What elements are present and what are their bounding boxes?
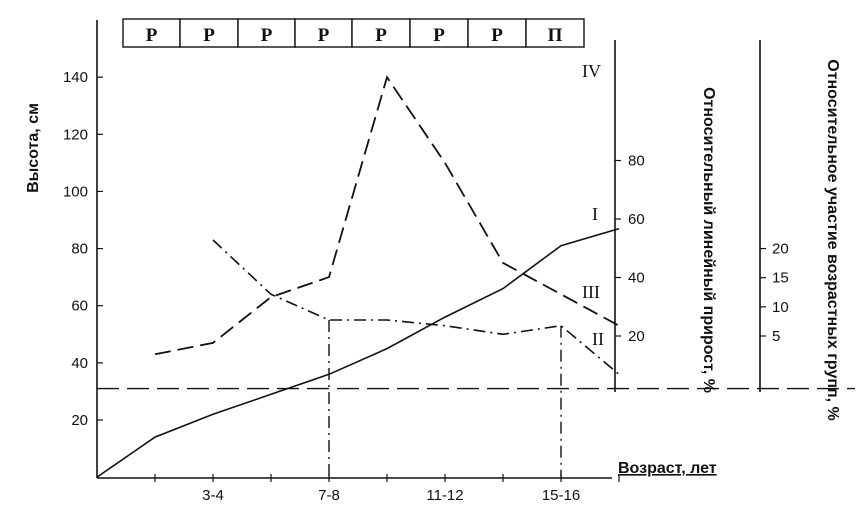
phase-label: Р <box>375 25 387 46</box>
phase-cell <box>467 18 527 48</box>
phase-cell <box>179 18 239 48</box>
left-tick-label: 40 <box>71 355 88 372</box>
x-tick-label: 7-8 <box>318 487 340 504</box>
series-group <box>96 75 620 478</box>
x-tick-label: 15-16 <box>542 487 580 504</box>
phase-cell <box>351 18 411 48</box>
curve-label-II: II <box>592 329 604 349</box>
phase-cell <box>122 18 181 48</box>
series-line-I <box>96 227 620 478</box>
phase-label: П <box>548 25 563 46</box>
left-tick-label: 120 <box>63 126 88 143</box>
middle-tick-label: 40 <box>628 270 645 287</box>
left-axis-label: Высота, см <box>25 103 42 193</box>
middle-tick-label: 20 <box>628 328 645 345</box>
series-line-III <box>154 75 620 356</box>
left-tick-label: 20 <box>71 412 88 429</box>
x-axis-ticks: 3-4 7-8 11-12 15-16 <box>154 474 620 504</box>
phase-cell <box>237 18 296 48</box>
left-tick-label: 140 <box>63 69 88 86</box>
series-line-II <box>212 239 620 375</box>
curve-label-III: III <box>582 282 600 302</box>
middle-tick-label: 80 <box>628 153 645 170</box>
phase-label: Р <box>261 25 273 46</box>
curve-label-IV: IV <box>582 61 601 81</box>
middle-axis-ticks: 20 40 60 80 <box>615 153 645 345</box>
middle-tick-label: 60 <box>628 211 645 228</box>
right-axis-label: Относительное участие возрастных групп, … <box>824 59 841 421</box>
left-tick-label: 60 <box>71 298 88 315</box>
left-tick-label: 100 <box>63 183 88 200</box>
phase-label: Р <box>433 25 445 46</box>
right-tick-label: 5 <box>772 328 780 345</box>
reference-lines-vertical <box>328 320 562 478</box>
left-tick-label: 80 <box>71 241 88 258</box>
right-tick-label: 20 <box>772 241 789 258</box>
phase-label: Р <box>491 25 503 46</box>
right-axis-ticks: 5 10 15 20 <box>760 241 789 345</box>
phase-cell <box>409 18 469 48</box>
right-tick-label: 10 <box>772 299 789 316</box>
x-tick-label: 3-4 <box>202 487 224 504</box>
phase-cell <box>525 18 585 48</box>
left-axis-ticks: 20 40 60 80 100 120 140 <box>63 69 103 429</box>
middle-axis-label: Относительный линейный прирост, % <box>700 87 717 393</box>
curve-label-I: I <box>592 204 598 224</box>
right-tick-label: 15 <box>772 270 789 287</box>
x-axis-label: Возраст, лет <box>618 460 717 477</box>
x-tick-label: 11-12 <box>426 487 463 504</box>
phase-label: Р <box>203 25 215 46</box>
phase-label: Р <box>318 25 330 46</box>
phase-label: Р <box>146 25 158 46</box>
